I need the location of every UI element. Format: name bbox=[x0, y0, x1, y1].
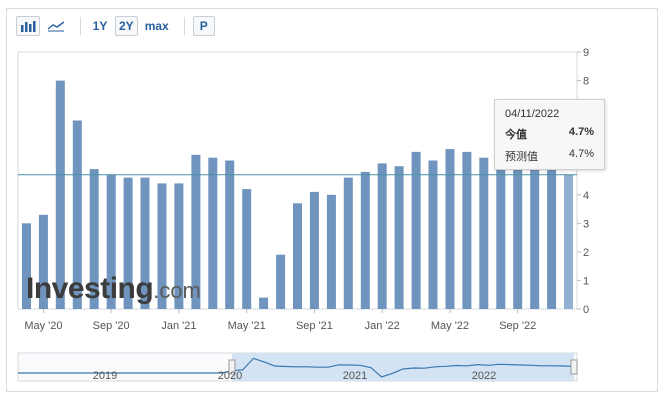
bar[interactable] bbox=[496, 160, 506, 310]
navigator-year-label: 2021 bbox=[343, 370, 367, 382]
tooltip-actual-row: 今值 4.7% bbox=[505, 126, 594, 142]
bar[interactable] bbox=[530, 166, 540, 309]
tooltip-actual-label: 今值 bbox=[505, 129, 527, 141]
range-max-button[interactable]: max bbox=[144, 19, 169, 33]
range-2y-button[interactable]: 2Y bbox=[115, 16, 138, 36]
bar[interactable] bbox=[55, 80, 65, 309]
x-tick-label: May '21 bbox=[228, 320, 266, 332]
bar[interactable] bbox=[174, 183, 184, 309]
bar[interactable] bbox=[89, 169, 99, 309]
bar-chart-icon[interactable] bbox=[16, 16, 40, 36]
x-tick-label: May '20 bbox=[24, 320, 62, 332]
y-axis: 0123456789 bbox=[577, 47, 589, 316]
navigator[interactable]: 2019 2020 2021 2022 bbox=[17, 352, 578, 382]
range-1y-button[interactable]: 1Y bbox=[92, 19, 108, 33]
bar[interactable] bbox=[106, 174, 116, 309]
x-axis: May '20 Sep '20 Jan '21 May '21 Sep '21 Jan '… bbox=[24, 309, 536, 332]
bar[interactable] bbox=[259, 297, 269, 309]
bar[interactable] bbox=[38, 214, 48, 309]
bar[interactable] bbox=[326, 194, 336, 309]
navigator-handle[interactable] bbox=[570, 359, 578, 375]
bar[interactable] bbox=[225, 160, 235, 310]
toolbar-divider bbox=[80, 17, 81, 35]
bar[interactable] bbox=[140, 177, 150, 309]
bar[interactable] bbox=[242, 189, 252, 309]
bar[interactable] bbox=[513, 166, 523, 309]
bar[interactable] bbox=[360, 171, 370, 309]
x-tick-label: Jan '21 bbox=[161, 320, 196, 332]
y-tick-label: 3 bbox=[583, 218, 589, 230]
line-chart-icon[interactable] bbox=[44, 16, 68, 36]
bar[interactable] bbox=[377, 163, 387, 309]
tooltip-date: 04/11/2022 bbox=[505, 108, 560, 120]
watermark-suffix: .com bbox=[153, 278, 201, 303]
x-tick-label: Sep '22 bbox=[499, 320, 536, 332]
bar[interactable] bbox=[428, 160, 438, 310]
bar[interactable] bbox=[564, 174, 573, 309]
bar[interactable] bbox=[72, 120, 82, 310]
investing-watermark: Investing .com bbox=[26, 272, 201, 306]
y-tick-label: 8 bbox=[583, 76, 589, 88]
navigator-year-label: 2019 bbox=[93, 370, 117, 382]
bars-group bbox=[22, 80, 573, 310]
tooltip-actual-value: 4.7% bbox=[568, 126, 594, 138]
x-tick-label: Sep '21 bbox=[296, 320, 333, 332]
data-tooltip: 04/11/2022 今值 4.7% 预测值 4.7% bbox=[494, 99, 605, 170]
toolbar-divider bbox=[183, 17, 185, 35]
navigator-line bbox=[18, 357, 575, 378]
p-button[interactable]: P bbox=[192, 16, 215, 36]
bar[interactable] bbox=[191, 154, 201, 309]
line-chart-icon-graphic bbox=[47, 21, 65, 32]
bar[interactable] bbox=[343, 177, 353, 309]
y-tick-label: 2 bbox=[583, 247, 589, 259]
y-tick-label: 1 bbox=[583, 275, 589, 287]
tooltip-forecast-label: 预测值 bbox=[505, 151, 538, 163]
navigator-year-label: 2020 bbox=[218, 370, 242, 382]
bar[interactable] bbox=[276, 254, 286, 309]
bar[interactable] bbox=[445, 149, 455, 309]
y-tick-label: 4 bbox=[583, 190, 589, 202]
bar[interactable] bbox=[547, 169, 557, 309]
x-tick-label: Sep '20 bbox=[93, 320, 130, 332]
navigator-handle[interactable] bbox=[228, 359, 236, 375]
bar[interactable] bbox=[157, 183, 167, 309]
bar[interactable] bbox=[411, 151, 421, 309]
bar-chart-icon-graphic bbox=[21, 21, 36, 32]
x-tick-label: May '22 bbox=[431, 320, 469, 332]
bar[interactable] bbox=[22, 223, 31, 309]
watermark-brand: Investing bbox=[26, 272, 154, 305]
tooltip-forecast-row: 预测值 4.7% bbox=[505, 148, 594, 164]
y-tick-label: 0 bbox=[583, 304, 589, 316]
y-tick-label: 9 bbox=[583, 47, 589, 59]
chart-toolbar: 1Y 2Y max P bbox=[16, 14, 219, 38]
bar[interactable] bbox=[208, 157, 218, 309]
bar[interactable] bbox=[462, 151, 472, 309]
bar[interactable] bbox=[123, 177, 133, 309]
bar[interactable] bbox=[293, 203, 302, 309]
x-tick-label: Jan '22 bbox=[365, 320, 400, 332]
navigator-year-label: 2022 bbox=[472, 370, 496, 382]
bar[interactable] bbox=[309, 191, 319, 309]
tooltip-forecast-value: 4.7% bbox=[568, 148, 594, 160]
bar[interactable] bbox=[479, 157, 489, 309]
bar[interactable] bbox=[394, 166, 404, 309]
